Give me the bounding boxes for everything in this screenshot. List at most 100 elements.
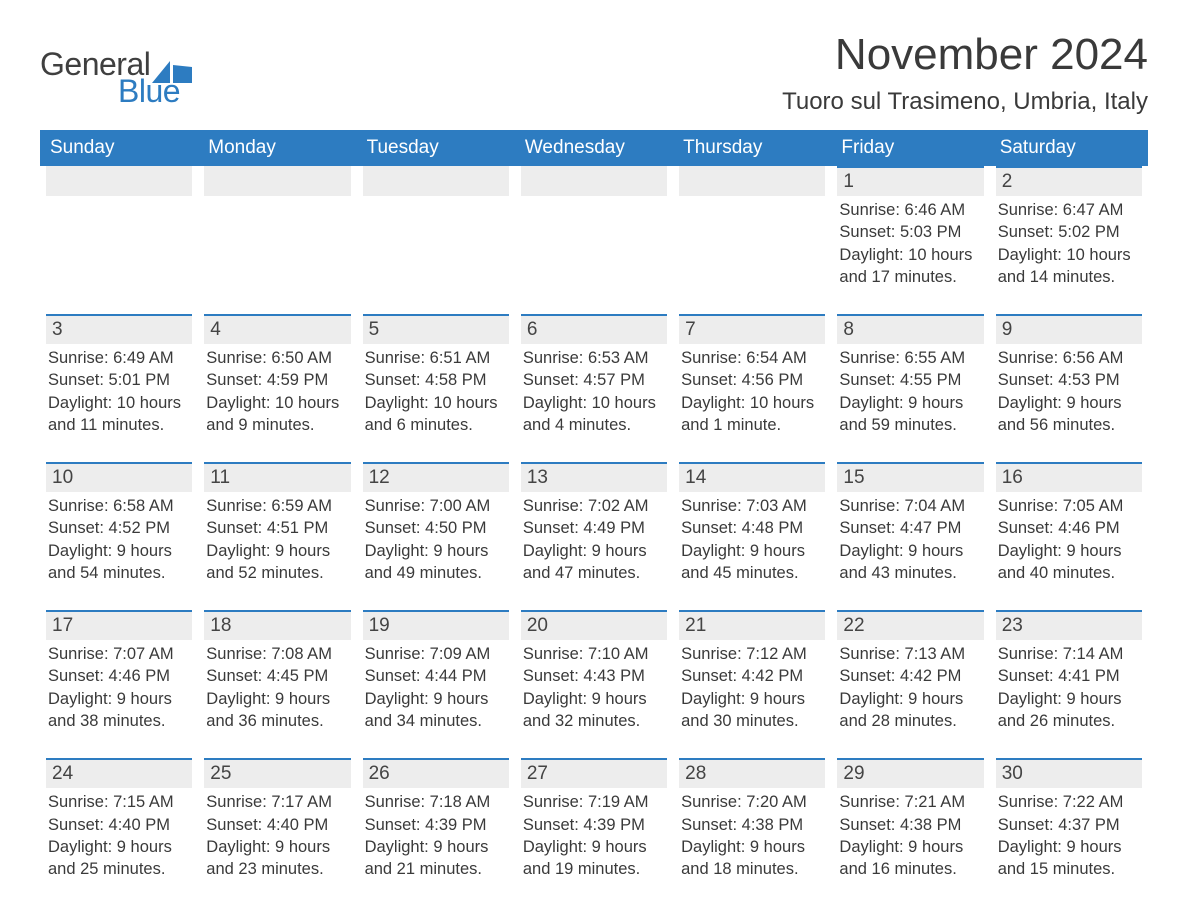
sunrise-line: Sunrise: 7:18 AM — [365, 791, 509, 813]
day-details: Sunrise: 6:51 AMSunset: 4:58 PMDaylight:… — [363, 347, 509, 436]
day-cell: 6Sunrise: 6:53 AMSunset: 4:57 PMDaylight… — [515, 314, 673, 440]
day-details: Sunrise: 7:18 AMSunset: 4:39 PMDaylight:… — [363, 791, 509, 880]
day-details: Sunrise: 7:03 AMSunset: 4:48 PMDaylight:… — [679, 495, 825, 584]
day-cell: 16Sunrise: 7:05 AMSunset: 4:46 PMDayligh… — [990, 462, 1148, 588]
sunrise-line: Sunrise: 7:04 AM — [839, 495, 983, 517]
day-number: 16 — [996, 462, 1142, 492]
day-cell: 1Sunrise: 6:46 AMSunset: 5:03 PMDaylight… — [831, 166, 989, 292]
day-empty-bar — [363, 166, 509, 196]
daylight-line: Daylight: 10 hours and 4 minutes. — [523, 392, 667, 437]
brand-word2: Blue — [118, 73, 180, 110]
day-cell: 8Sunrise: 6:55 AMSunset: 4:55 PMDaylight… — [831, 314, 989, 440]
sunset-line: Sunset: 5:03 PM — [839, 221, 983, 243]
day-details: Sunrise: 7:02 AMSunset: 4:49 PMDaylight:… — [521, 495, 667, 584]
day-details: Sunrise: 6:47 AMSunset: 5:02 PMDaylight:… — [996, 199, 1142, 288]
day-number: 11 — [204, 462, 350, 492]
daylight-line: Daylight: 9 hours and 34 minutes. — [365, 688, 509, 733]
sunset-line: Sunset: 4:46 PM — [998, 517, 1142, 539]
sunset-line: Sunset: 5:01 PM — [48, 369, 192, 391]
calendar: SundayMondayTuesdayWednesdayThursdayFrid… — [40, 130, 1148, 884]
daylight-line: Daylight: 10 hours and 6 minutes. — [365, 392, 509, 437]
day-number: 26 — [363, 758, 509, 788]
daylight-line: Daylight: 9 hours and 23 minutes. — [206, 836, 350, 881]
sunrise-line: Sunrise: 7:14 AM — [998, 643, 1142, 665]
sunrise-line: Sunrise: 6:59 AM — [206, 495, 350, 517]
week-row: 24Sunrise: 7:15 AMSunset: 4:40 PMDayligh… — [40, 758, 1148, 884]
day-number: 10 — [46, 462, 192, 492]
sunrise-line: Sunrise: 7:08 AM — [206, 643, 350, 665]
sunset-line: Sunset: 4:44 PM — [365, 665, 509, 687]
sunrise-line: Sunrise: 7:07 AM — [48, 643, 192, 665]
day-number: 12 — [363, 462, 509, 492]
day-cell: 25Sunrise: 7:17 AMSunset: 4:40 PMDayligh… — [198, 758, 356, 884]
day-cell: 30Sunrise: 7:22 AMSunset: 4:37 PMDayligh… — [990, 758, 1148, 884]
day-cell: 5Sunrise: 6:51 AMSunset: 4:58 PMDaylight… — [357, 314, 515, 440]
day-cell: 2Sunrise: 6:47 AMSunset: 5:02 PMDaylight… — [990, 166, 1148, 292]
sunrise-line: Sunrise: 6:50 AM — [206, 347, 350, 369]
week-row: 10Sunrise: 6:58 AMSunset: 4:52 PMDayligh… — [40, 462, 1148, 588]
day-cell: 28Sunrise: 7:20 AMSunset: 4:38 PMDayligh… — [673, 758, 831, 884]
daylight-line: Daylight: 9 hours and 36 minutes. — [206, 688, 350, 733]
sunrise-line: Sunrise: 7:02 AM — [523, 495, 667, 517]
weeks-container: 1Sunrise: 6:46 AMSunset: 5:03 PMDaylight… — [40, 166, 1148, 884]
day-details: Sunrise: 7:00 AMSunset: 4:50 PMDaylight:… — [363, 495, 509, 584]
sunrise-line: Sunrise: 7:17 AM — [206, 791, 350, 813]
sunset-line: Sunset: 4:42 PM — [681, 665, 825, 687]
day-cell — [198, 166, 356, 292]
day-number: 13 — [521, 462, 667, 492]
weekday-header-cell: Monday — [198, 130, 356, 166]
day-empty-bar — [204, 166, 350, 196]
daylight-line: Daylight: 9 hours and 26 minutes. — [998, 688, 1142, 733]
weekday-header-cell: Sunday — [40, 130, 198, 166]
sunset-line: Sunset: 4:45 PM — [206, 665, 350, 687]
day-cell: 18 Sunrise: 7:08 AMSunset: 4:45 PMDayligh… — [198, 610, 356, 736]
daylight-line: Daylight: 9 hours and 40 minutes. — [998, 540, 1142, 585]
sunset-line: Sunset: 4:59 PM — [206, 369, 350, 391]
day-details: Sunrise: 7:05 AMSunset: 4:46 PMDaylight:… — [996, 495, 1142, 584]
day-details: Sunrise: 7:09 AMSunset: 4:44 PMDaylight:… — [363, 643, 509, 732]
sunset-line: Sunset: 4:56 PM — [681, 369, 825, 391]
sunrise-line: Sunrise: 6:49 AM — [48, 347, 192, 369]
day-details: Sunrise: 7:10 AMSunset: 4:43 PMDaylight:… — [521, 643, 667, 732]
day-cell — [673, 166, 831, 292]
day-number: 5 — [363, 314, 509, 344]
day-number: 17 — [46, 610, 192, 640]
day-details: Sunrise: 6:59 AMSunset: 4:51 PMDaylight:… — [204, 495, 350, 584]
daylight-line: Daylight: 9 hours and 28 minutes. — [839, 688, 983, 733]
sunset-line: Sunset: 4:38 PM — [839, 814, 983, 836]
sunset-line: Sunset: 4:39 PM — [365, 814, 509, 836]
day-details: Sunrise: 7:14 AMSunset: 4:41 PMDaylight:… — [996, 643, 1142, 732]
daylight-line: Daylight: 9 hours and 38 minutes. — [48, 688, 192, 733]
day-number: 27 — [521, 758, 667, 788]
day-number: 4 — [204, 314, 350, 344]
sunrise-line: Sunrise: 7:15 AM — [48, 791, 192, 813]
daylight-line: Daylight: 10 hours and 17 minutes. — [839, 244, 983, 289]
daylight-line: Daylight: 9 hours and 30 minutes. — [681, 688, 825, 733]
weekday-header-cell: Wednesday — [515, 130, 673, 166]
brand-logo: General Blue — [40, 30, 192, 110]
sunset-line: Sunset: 4:57 PM — [523, 369, 667, 391]
day-details: Sunrise: 7:13 AMSunset: 4:42 PMDaylight:… — [837, 643, 983, 732]
week-row: 17Sunrise: 7:07 AMSunset: 4:46 PMDayligh… — [40, 610, 1148, 736]
day-cell: 12Sunrise: 7:00 AMSunset: 4:50 PMDayligh… — [357, 462, 515, 588]
day-cell: 23Sunrise: 7:14 AMSunset: 4:41 PMDayligh… — [990, 610, 1148, 736]
day-cell: 29Sunrise: 7:21 AMSunset: 4:38 PMDayligh… — [831, 758, 989, 884]
day-details: Sunrise: 6:58 AMSunset: 4:52 PMDaylight:… — [46, 495, 192, 584]
sunset-line: Sunset: 4:46 PM — [48, 665, 192, 687]
day-number: 21 — [679, 610, 825, 640]
day-details: Sunrise: 7:15 AMSunset: 4:40 PMDaylight:… — [46, 791, 192, 880]
daylight-line: Daylight: 9 hours and 18 minutes. — [681, 836, 825, 881]
sunrise-line: Sunrise: 6:56 AM — [998, 347, 1142, 369]
daylight-line: Daylight: 10 hours and 11 minutes. — [48, 392, 192, 437]
day-details: Sunrise: 7:21 AMSunset: 4:38 PMDaylight:… — [837, 791, 983, 880]
sunrise-line: Sunrise: 7:22 AM — [998, 791, 1142, 813]
day-cell: 11Sunrise: 6:59 AMSunset: 4:51 PMDayligh… — [198, 462, 356, 588]
sunrise-line: Sunrise: 6:58 AM — [48, 495, 192, 517]
day-number: 18 — [204, 610, 350, 640]
day-empty-bar — [46, 166, 192, 196]
sunset-line: Sunset: 4:50 PM — [365, 517, 509, 539]
day-cell: 26Sunrise: 7:18 AMSunset: 4:39 PMDayligh… — [357, 758, 515, 884]
sunrise-line: Sunrise: 6:55 AM — [839, 347, 983, 369]
day-number: 8 — [837, 314, 983, 344]
day-number: 2 — [996, 166, 1142, 196]
